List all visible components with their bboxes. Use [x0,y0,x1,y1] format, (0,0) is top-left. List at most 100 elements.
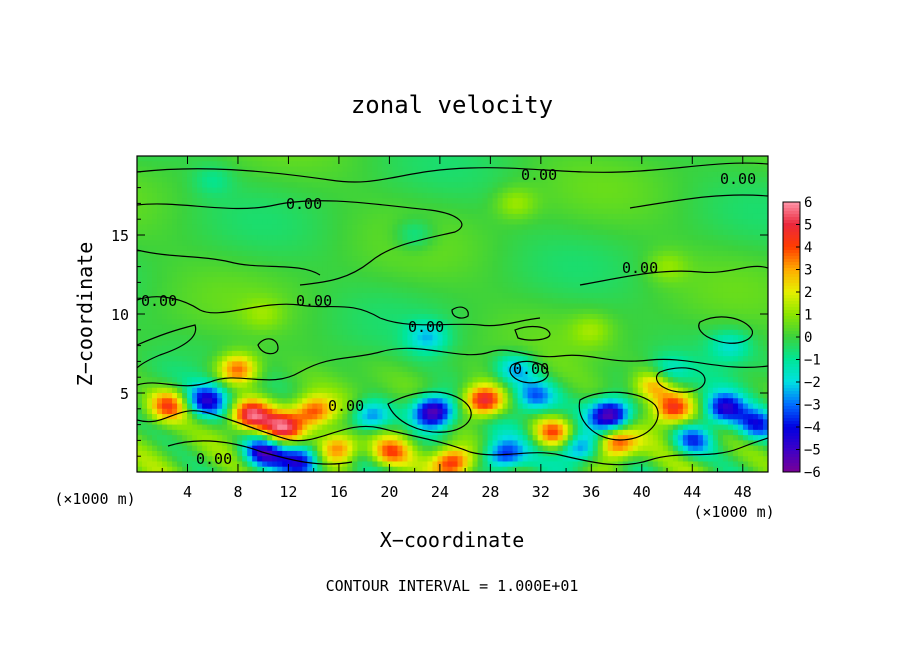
field-cell [452,224,459,231]
field-cell [227,161,233,168]
field-cell [657,203,664,210]
field-cell [197,335,203,341]
field-cell [612,277,619,283]
field-cell [442,182,449,189]
field-cell [187,340,193,347]
field-cell [562,319,569,326]
field-cell [377,308,383,315]
field-cell [582,350,589,357]
field-cell [552,340,559,347]
field-cell [432,213,439,220]
field-cell [167,240,173,247]
field-cell [527,329,534,336]
field-cell [572,208,579,215]
field-cell [552,192,559,199]
field-cell [682,324,689,331]
field-cell [747,235,754,241]
field-cell [527,229,534,236]
field-cell [162,319,168,326]
field-cell [202,245,208,252]
field-cell [742,314,749,320]
field-cell [177,308,183,315]
field-cell [717,177,724,183]
field-cell [237,219,243,226]
field-cell [342,208,348,215]
field-cell [212,335,218,341]
field-cell [482,245,489,252]
field-cell [512,345,519,352]
field-cell [487,345,494,352]
field-cell [302,219,308,226]
field-cell [487,314,494,320]
field-cell [252,187,258,194]
field-cell [617,192,624,199]
field-cell [482,208,489,215]
field-cell [657,219,664,226]
field-cell [162,240,168,247]
field-cell [702,156,709,162]
field-cell [197,208,203,215]
field-cell [162,219,168,226]
field-cell [337,182,343,189]
field-cell [207,292,213,299]
field-cell [667,177,674,183]
field-cell [717,266,724,273]
field-cell [582,261,589,268]
field-cell [582,345,589,352]
field-cell [567,261,574,268]
field-cell [142,314,148,320]
field-cell [142,224,148,231]
field-cell [617,350,624,357]
field-cell [262,208,268,215]
field-cell [372,308,378,315]
field-cell [612,292,619,299]
field-cell [367,208,373,215]
field-cell [647,356,654,362]
field-cell [267,219,273,226]
field-cell [327,219,333,226]
field-cell [367,266,373,273]
field-cell [277,192,283,199]
field-cell [217,335,223,341]
field-cell [422,229,429,236]
field-cell [712,292,719,299]
field-cell [162,340,168,347]
field-cell [447,161,454,168]
field-cell [637,261,644,268]
field-cell [457,340,464,347]
field-cell [457,250,464,257]
field-cell [577,156,584,162]
field-cell [167,345,173,352]
field-cell [187,245,193,252]
field-cell [522,182,529,189]
field-cell [492,213,499,220]
field-cell [552,177,559,183]
field-cell [372,166,378,173]
field-cell [447,182,454,189]
field-cell [727,345,734,352]
field-cell [557,314,564,320]
field-cell [747,329,754,336]
field-cell [472,335,479,341]
field-cell [197,213,203,220]
field-cell [172,235,178,241]
field-cell [602,224,609,231]
field-cell [157,277,163,283]
field-cell [692,182,699,189]
field-cell [182,198,188,204]
field-cell [637,187,644,194]
field-cell [347,324,353,331]
field-cell [472,303,479,310]
field-cell [652,335,659,341]
field-cell [587,298,594,305]
field-cell [422,303,429,310]
field-cell [547,161,554,168]
field-cell [462,177,469,183]
field-cell [262,271,268,278]
field-cell [192,240,198,247]
field-cell [422,266,429,273]
field-cell [567,256,574,262]
field-cell [517,282,524,289]
field-cell [612,340,619,347]
field-cell [512,156,519,162]
